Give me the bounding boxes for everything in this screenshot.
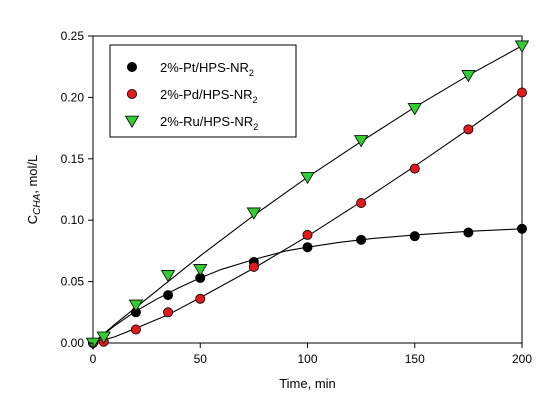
data-point-series-1 [463,227,474,238]
y-tick-label: 0.20 [61,90,85,104]
data-point-series-3 [246,207,262,220]
y-tick-label: 0.05 [61,275,85,289]
y-tick-label: 0.15 [61,152,85,166]
data-point-series-2 [356,198,367,209]
x-tick-label: 150 [405,352,425,366]
x-tick-label: 50 [194,352,208,366]
x-tick-label: 100 [297,352,317,366]
y-axis-title: CCHA, mol/L [25,155,43,225]
x-tick-label: 200 [512,352,532,366]
data-point-series-3 [128,299,144,312]
data-point-series-1 [517,223,528,234]
x-axis-title: Time, min [279,376,336,391]
data-point-series-2 [302,229,313,240]
legend-label-subscript: 2 [249,68,254,78]
legend-label-subscript: 2 [252,95,257,105]
y-axis-title-suffix: , mol/L [25,155,40,194]
data-point-series-1 [409,231,420,242]
y-tick-label: 0.25 [61,29,85,43]
data-point-series-2 [517,87,528,98]
data-point-series-3 [353,135,369,148]
x-tick-label: 0 [90,352,97,366]
legend-label-name: 2%-Pd/HPS-NR [160,87,252,102]
legend-marker-series-1 [127,62,138,73]
data-point-series-1 [302,242,313,253]
data-point-series-3 [300,171,315,185]
legend-label-series-2: 2%-Pd/HPS-NR2 [160,87,257,105]
legend-box [109,44,297,138]
data-point-series-3 [96,331,111,344]
data-point-series-2 [248,261,259,272]
data-point-series-3 [514,40,530,53]
data-point-series-2 [409,163,420,174]
legend-label-name: 2%-Ru/HPS-NR [160,114,253,129]
legend-label-series-3: 2%-Ru/HPS-NR2 [160,114,258,132]
data-point-series-2 [130,324,141,335]
y-axis-title-main: C [25,215,40,224]
legend-label-subscript: 2 [253,122,258,132]
data-point-series-3 [160,270,176,283]
legend-label-series-1: 2%-Pt/HPS-NR2 [160,60,254,78]
data-point-series-3 [461,70,476,83]
data-point-series-3 [407,103,422,116]
legend-label-name: 2%-Pt/HPS-NR [160,60,249,75]
y-tick-label: 0.00 [61,336,85,350]
y-axis: 0.00 0.05 0.10 0.15 0.20 0.25 [61,29,93,350]
data-point-series-2 [195,293,206,304]
legend-marker-series-3 [124,115,140,128]
legend-marker-series-2 [127,89,138,100]
data-point-series-3 [193,264,208,277]
data-point-series-1 [356,234,367,245]
data-point-series-2 [463,124,474,135]
y-axis-title-sub: CHA [32,193,43,214]
x-axis: 0 50 100 150 200 [90,343,532,366]
markers [85,40,530,350]
data-point-series-1 [163,290,174,301]
data-point-series-2 [163,307,174,318]
y-tick-label: 0.10 [61,213,85,227]
